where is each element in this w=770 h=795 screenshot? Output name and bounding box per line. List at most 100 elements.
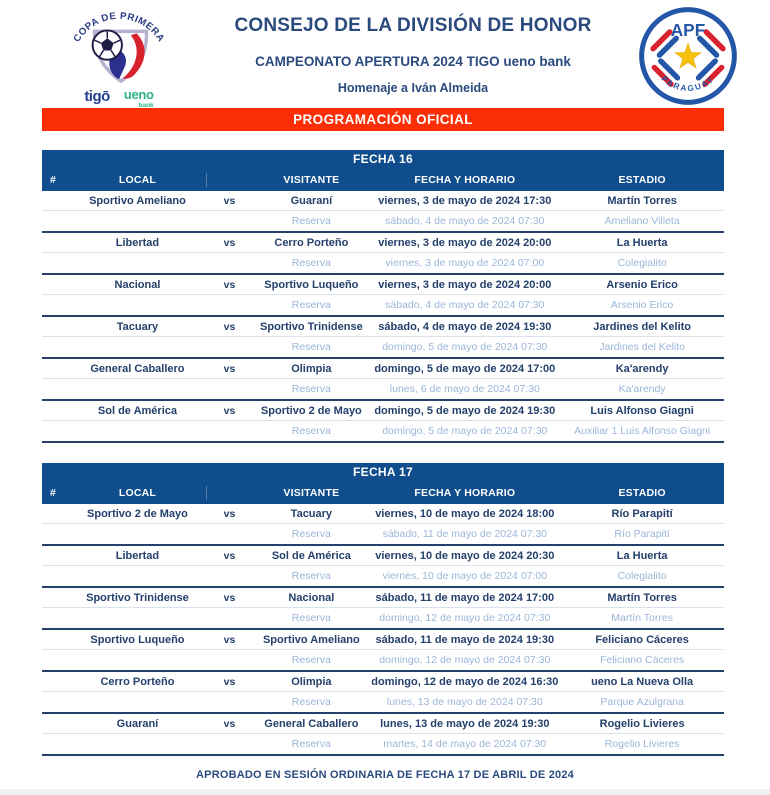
- round-title: FECHA 16: [42, 150, 724, 168]
- match-group: Nacional vs Sportivo Luqueño viernes, 3 de …: [42, 275, 724, 317]
- reserve-stadium: Colegialito: [617, 257, 667, 269]
- local-team: Sportivo Luqueño: [90, 633, 185, 646]
- visitante-team: Olimpia: [291, 675, 332, 688]
- visitante-team: Sportivo 2 de Mayo: [260, 404, 362, 417]
- vs-label: vs: [223, 717, 236, 730]
- sponsor-logos: tigō ueno bank: [40, 88, 198, 111]
- reserve-stadium: Rogelio Livieres: [604, 738, 680, 750]
- column-header-vs-spacer: [205, 172, 254, 187]
- page-bottom-edge: [0, 789, 770, 795]
- stadium: ueno La Nueva Olla: [591, 675, 694, 688]
- reserve-datetime: sábado, 4 de mayo de 2024 07:30: [385, 299, 545, 311]
- visitante-team: Olimpia: [291, 362, 332, 375]
- reserve-stadium: Parque Azulgrana: [600, 696, 684, 708]
- match-group: Cerro Porteño vs Olimpia domingo, 12 de may…: [42, 672, 724, 714]
- visitante-team: Sportivo Trinidense: [260, 320, 363, 333]
- stadium: Río Parapití: [611, 507, 673, 520]
- reserve-row: Reserva domingo, 5 de mayo de 2024 07:30 J…: [42, 337, 724, 357]
- column-header-number: #: [50, 173, 57, 186]
- reserve-row: Reserva martes, 14 de mayo de 2024 07:30 R…: [42, 734, 724, 754]
- local-team: Sol de América: [97, 404, 177, 417]
- reserve-label: Reserva: [291, 528, 331, 540]
- copa-red-swoosh: [122, 33, 145, 79]
- column-header-vs-spacer: [205, 485, 254, 500]
- reserve-stadium: Ameliano Villeta: [604, 215, 680, 227]
- match-group: Sportivo Luqueño vs Sportivo Ameliano sábad…: [42, 630, 724, 672]
- match-group: Guaraní vs General Caballero lunes, 13 de m…: [42, 714, 724, 756]
- match-group: Sol de América vs Sportivo 2 de Mayo doming…: [42, 401, 724, 443]
- reserve-datetime: sábado, 4 de mayo de 2024 07:30: [385, 215, 545, 227]
- match-row: Sportivo 2 de Mayo vs Tacuary viernes, 10 d…: [42, 504, 724, 524]
- reserve-row: Reserva sábado, 11 de mayo de 2024 07:30 R…: [42, 524, 724, 544]
- local-team: Nacional: [114, 278, 161, 291]
- match-row: Cerro Porteño vs Olimpia domingo, 12 de may…: [42, 672, 724, 692]
- page-title: CONSEJO DE LA DIVISIÓN DE HONOR: [234, 15, 592, 36]
- vs-label: vs: [223, 404, 236, 417]
- column-header-estadio: ESTADIO: [618, 486, 666, 499]
- column-header-local: LOCAL: [118, 486, 157, 499]
- local-team: Cerro Porteño: [100, 675, 175, 688]
- local-team: Tacuary: [116, 320, 159, 333]
- match-datetime: sábado, 11 de mayo de 2024 17:00: [375, 591, 555, 604]
- visitante-team: Nacional: [288, 591, 335, 604]
- tribute-line: Homenaje a Iván Almeida: [337, 81, 489, 95]
- match-row: Sol de América vs Sportivo 2 de Mayo doming…: [42, 401, 724, 421]
- stadium: La Huerta: [616, 549, 668, 562]
- visitante-team: Tacuary: [290, 507, 333, 520]
- match-group: Sportivo 2 de Mayo vs Tacuary viernes, 10 d…: [42, 504, 724, 546]
- local-team: Guaraní: [116, 717, 159, 730]
- column-header-visitante: VISITANTE: [283, 486, 340, 499]
- match-datetime: viernes, 3 de mayo de 2024 20:00: [378, 278, 552, 291]
- header-titles: CONSEJO DE LA DIVISIÓN DE HONOR CAMPEONA…: [198, 6, 628, 95]
- championship-subtitle: CAMPEONATO APERTURA 2024 TIGO ueno bank: [255, 54, 571, 69]
- match-group: General Caballero vs Olimpia domingo, 5 de …: [42, 359, 724, 401]
- stadium: La Huerta: [616, 236, 668, 249]
- copa-de-primera-emblem: COPA DE PRIMERA: [71, 11, 166, 84]
- apf-ribbon-stripes: [650, 29, 726, 87]
- soccer-ball-pentagon: [100, 38, 114, 51]
- match-datetime: viernes, 10 de mayo de 2024 20:30: [375, 549, 555, 562]
- vs-label: vs: [223, 675, 236, 688]
- visitante-team: General Caballero: [264, 717, 359, 730]
- column-header-estadio: ESTADIO: [618, 173, 666, 186]
- match-row: Sportivo Trinidense vs Nacional sábado, 11 …: [42, 588, 724, 608]
- match-row: Sportivo Luqueño vs Sportivo Ameliano sábad…: [42, 630, 724, 650]
- reserve-stadium: Río Parapití: [614, 528, 670, 540]
- match-datetime: sábado, 11 de mayo de 2024 19:30: [375, 633, 555, 646]
- visitante-team: Cerro Porteño: [274, 236, 349, 249]
- reserve-row: Reserva sábado, 4 de mayo de 2024 07:30 Ar…: [42, 295, 724, 315]
- match-datetime: sábado, 4 de mayo de 2024 19:30: [378, 320, 552, 333]
- reserve-stadium: Colegialito: [617, 570, 667, 582]
- reserve-datetime: domingo, 5 de mayo de 2024 07:30: [382, 341, 548, 353]
- ueno-bank-logo: ueno bank: [124, 88, 154, 111]
- local-team: General Caballero: [90, 362, 185, 375]
- local-team: Sportivo 2 de Mayo: [87, 507, 188, 520]
- reserve-stadium: Ka'arendy: [618, 383, 666, 395]
- reserve-datetime: domingo, 12 de mayo de 2024 07:30: [379, 654, 551, 666]
- local-team: Libertad: [115, 549, 160, 562]
- local-team: Sportivo Trinidense: [86, 591, 189, 604]
- reserve-stadium: Feliciano Cáceres: [600, 654, 685, 666]
- column-header-fecha: FECHA Y HORARIO: [414, 486, 516, 499]
- vs-label: vs: [223, 507, 236, 520]
- reserve-label: Reserva: [291, 654, 331, 666]
- match-group: Libertad vs Sol de América viernes, 10 de m…: [42, 546, 724, 588]
- apf-top-text: APF: [671, 20, 706, 40]
- stadium: Rogelio Livieres: [599, 717, 685, 730]
- stadium: Martín Torres: [607, 591, 677, 604]
- reserve-datetime: domingo, 12 de mayo de 2024 07:30: [379, 612, 551, 624]
- fixture-table: FECHA 16 # LOCAL VISITANTE FECHA Y HORARIO ES…: [42, 150, 724, 443]
- vs-label: vs: [223, 591, 236, 604]
- reserve-label: Reserva: [291, 257, 331, 269]
- visitante-team: Guaraní: [290, 194, 333, 207]
- apf-emblem: APF PARAGUAY: [639, 7, 737, 105]
- reserve-row: Reserva viernes, 3 de mayo de 2024 07:00 C…: [42, 253, 724, 273]
- round-title: FECHA 17: [42, 463, 724, 481]
- programacion-oficial-banner: PROGRAMACIÓN OFICIAL: [42, 108, 724, 131]
- reserve-stadium: Martín Torres: [611, 612, 673, 624]
- match-group: Sportivo Ameliano vs Guaraní viernes, 3 de …: [42, 191, 724, 233]
- vs-label: vs: [223, 278, 236, 291]
- visitante-team: Sportivo Luqueño: [264, 278, 359, 291]
- fixtures-section: FECHA 16 # LOCAL VISITANTE FECHA Y HORARIO ES…: [42, 150, 724, 756]
